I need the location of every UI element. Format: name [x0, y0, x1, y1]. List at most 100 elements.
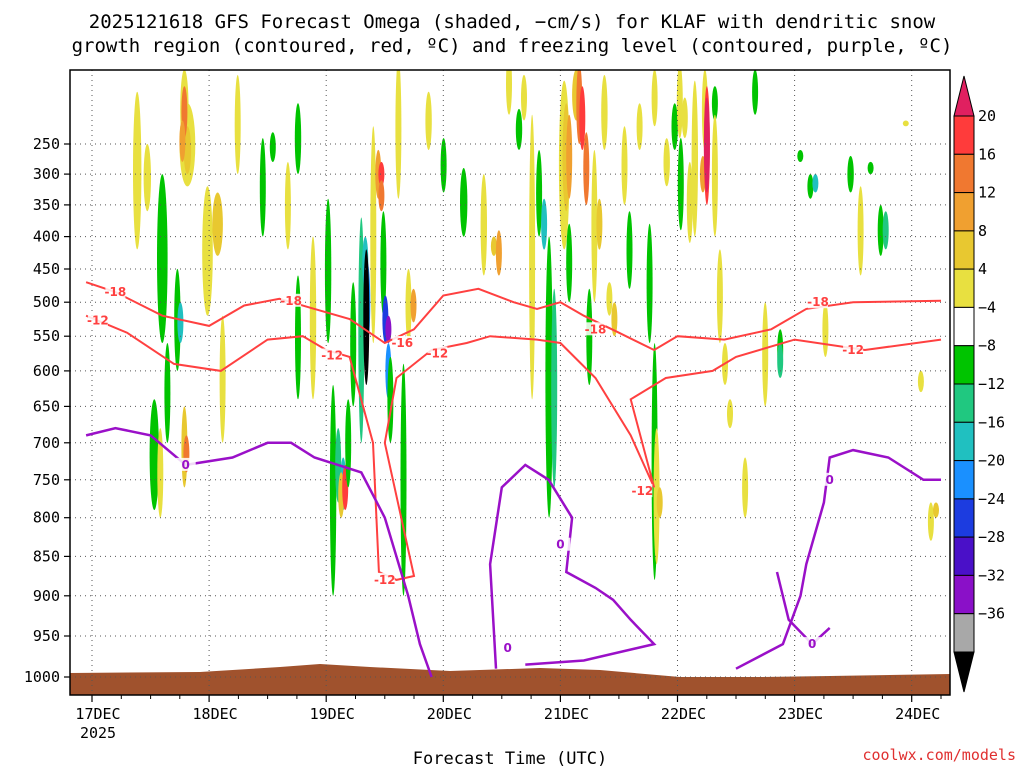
omega-cell-108 [807, 174, 814, 199]
omega-cell-72 [586, 288, 593, 385]
omega-cell-32 [350, 282, 357, 407]
omega-cell-60 [536, 150, 543, 237]
terrain [70, 664, 950, 695]
omega-cell-55 [495, 230, 502, 276]
y-tick-label-950: 950 [33, 627, 60, 645]
omega-cell-58 [521, 74, 527, 121]
terrain-fill [70, 664, 950, 695]
omega-cell-102 [742, 457, 749, 518]
label-freezing-3-bg [550, 537, 571, 551]
x-tick-label-17DEC: 17DEC [75, 705, 120, 723]
colorbar-segment-4 [953, 268, 975, 308]
y-tick-label-400: 400 [33, 228, 60, 246]
label-freezing-3: 0 [556, 538, 564, 552]
omega-cell-116 [902, 120, 909, 127]
omega-cell-110 [822, 302, 829, 357]
omega-cell-15 [202, 186, 213, 316]
x-axis-year: 2025 [80, 724, 116, 742]
colorbar-bottom-arrow [953, 651, 975, 693]
x-tick-label-22DEC: 22DEC [661, 705, 706, 723]
omega-cell-103 [752, 70, 759, 115]
y-tick-label-350: 350 [33, 196, 60, 214]
colorbar-label-10: −24 [978, 490, 1005, 508]
omega-cell-75 [601, 75, 608, 150]
omega-cell-85 [656, 487, 663, 518]
omega-cell-101 [727, 399, 733, 429]
omega-cell-74 [596, 198, 603, 250]
label-freezing-2-bg [497, 641, 518, 655]
label-dgz-lower-3-bg [374, 572, 395, 586]
omega-cell-39 [378, 161, 385, 187]
colorbar-segment-1 [953, 153, 975, 194]
label-dgz-upper-1-bg [105, 285, 126, 299]
y-tick-label-650: 650 [33, 397, 60, 415]
omega-cell-86 [663, 138, 670, 187]
omega-cell-0 [133, 91, 142, 250]
x-tick-label-21DEC: 21DEC [544, 705, 589, 723]
colorbar-label-7: −12 [978, 375, 1005, 393]
omega-cell-112 [857, 186, 864, 276]
omega-cell-2 [157, 174, 168, 344]
omega-shading [133, 70, 939, 596]
label-dgz-lower-5: -12 [632, 484, 654, 498]
omega-cell-87 [671, 103, 678, 150]
freezing-contour-1 [488, 463, 657, 669]
omega-cell-104 [762, 302, 769, 407]
colorbar-segment-6 [953, 345, 975, 385]
omega-cell-73 [591, 150, 598, 303]
colorbar-segment-12 [953, 574, 975, 615]
label-dgz-lower-3: -12 [374, 573, 396, 587]
omega-cell-82 [651, 70, 658, 127]
x-tick-label-19DEC: 19DEC [310, 705, 355, 723]
omega-cell-91 [686, 162, 693, 243]
label-dgz-upper-4-bg [808, 295, 828, 309]
omega-cell-8 [183, 126, 192, 175]
omega-cell-80 [636, 103, 643, 150]
omega-cell-113 [867, 161, 874, 175]
omega-cell-41 [380, 211, 387, 316]
colorbar-segment-9 [953, 460, 975, 500]
omega-cell-17 [219, 315, 226, 443]
omega-cell-1 [143, 144, 151, 212]
omega-cell-97 [711, 86, 718, 121]
omega-cell-106 [777, 343, 784, 378]
omega-cell-49 [410, 288, 417, 323]
label-dgz-upper-4: -18 [807, 295, 829, 309]
omega-cell-81 [646, 223, 653, 343]
freezing-contour-0 [85, 426, 433, 678]
omega-cell-71 [583, 132, 590, 206]
colorbar-label-1: 16 [978, 145, 996, 163]
omega-cell-48 [405, 269, 412, 343]
colorbar-label-2: 12 [978, 184, 996, 202]
colorbar-segment-13 [953, 613, 975, 653]
omega-cell-78 [621, 126, 628, 205]
label-freezing-2: 0 [504, 641, 512, 655]
omega-cell-96 [703, 97, 710, 193]
omega-cell-98 [711, 114, 718, 237]
omega-cell-21 [284, 162, 291, 250]
omega-cell-4 [164, 343, 171, 443]
colorbar-segment-11 [953, 536, 975, 576]
omega-cell-50 [425, 91, 432, 150]
label-freezing-5-bg [819, 472, 840, 486]
omega-cell-99 [716, 249, 723, 343]
label-freezing-4-bg [802, 637, 823, 651]
label-dgz-upper-2: -18 [280, 294, 302, 308]
omega-cell-37 [370, 126, 377, 344]
omega-cell-5 [157, 428, 164, 518]
omega-cell-61 [541, 198, 548, 250]
omega-cell-118 [927, 502, 934, 541]
colorbar-label-6: −8 [978, 337, 996, 355]
colorbar-label-0: 20 [978, 107, 996, 125]
grid-lines [70, 70, 950, 699]
label-dgz-lower-1-bg [87, 313, 108, 327]
omega-cell-10 [179, 120, 186, 162]
omega-cell-26 [329, 385, 337, 596]
omega-cell-67 [566, 223, 573, 303]
colorbar: 20 16 12 8 4 −4 −8 −12 −16 −20 −24 −28 −32 −36 [953, 75, 1005, 693]
label-dgz-lower-1: -12 [87, 313, 109, 327]
y-tick-label-600: 600 [33, 362, 60, 380]
label-freezing-5: 0 [826, 473, 834, 487]
colorbar-label-12: −32 [978, 566, 1005, 584]
omega-cell-25 [324, 198, 332, 344]
